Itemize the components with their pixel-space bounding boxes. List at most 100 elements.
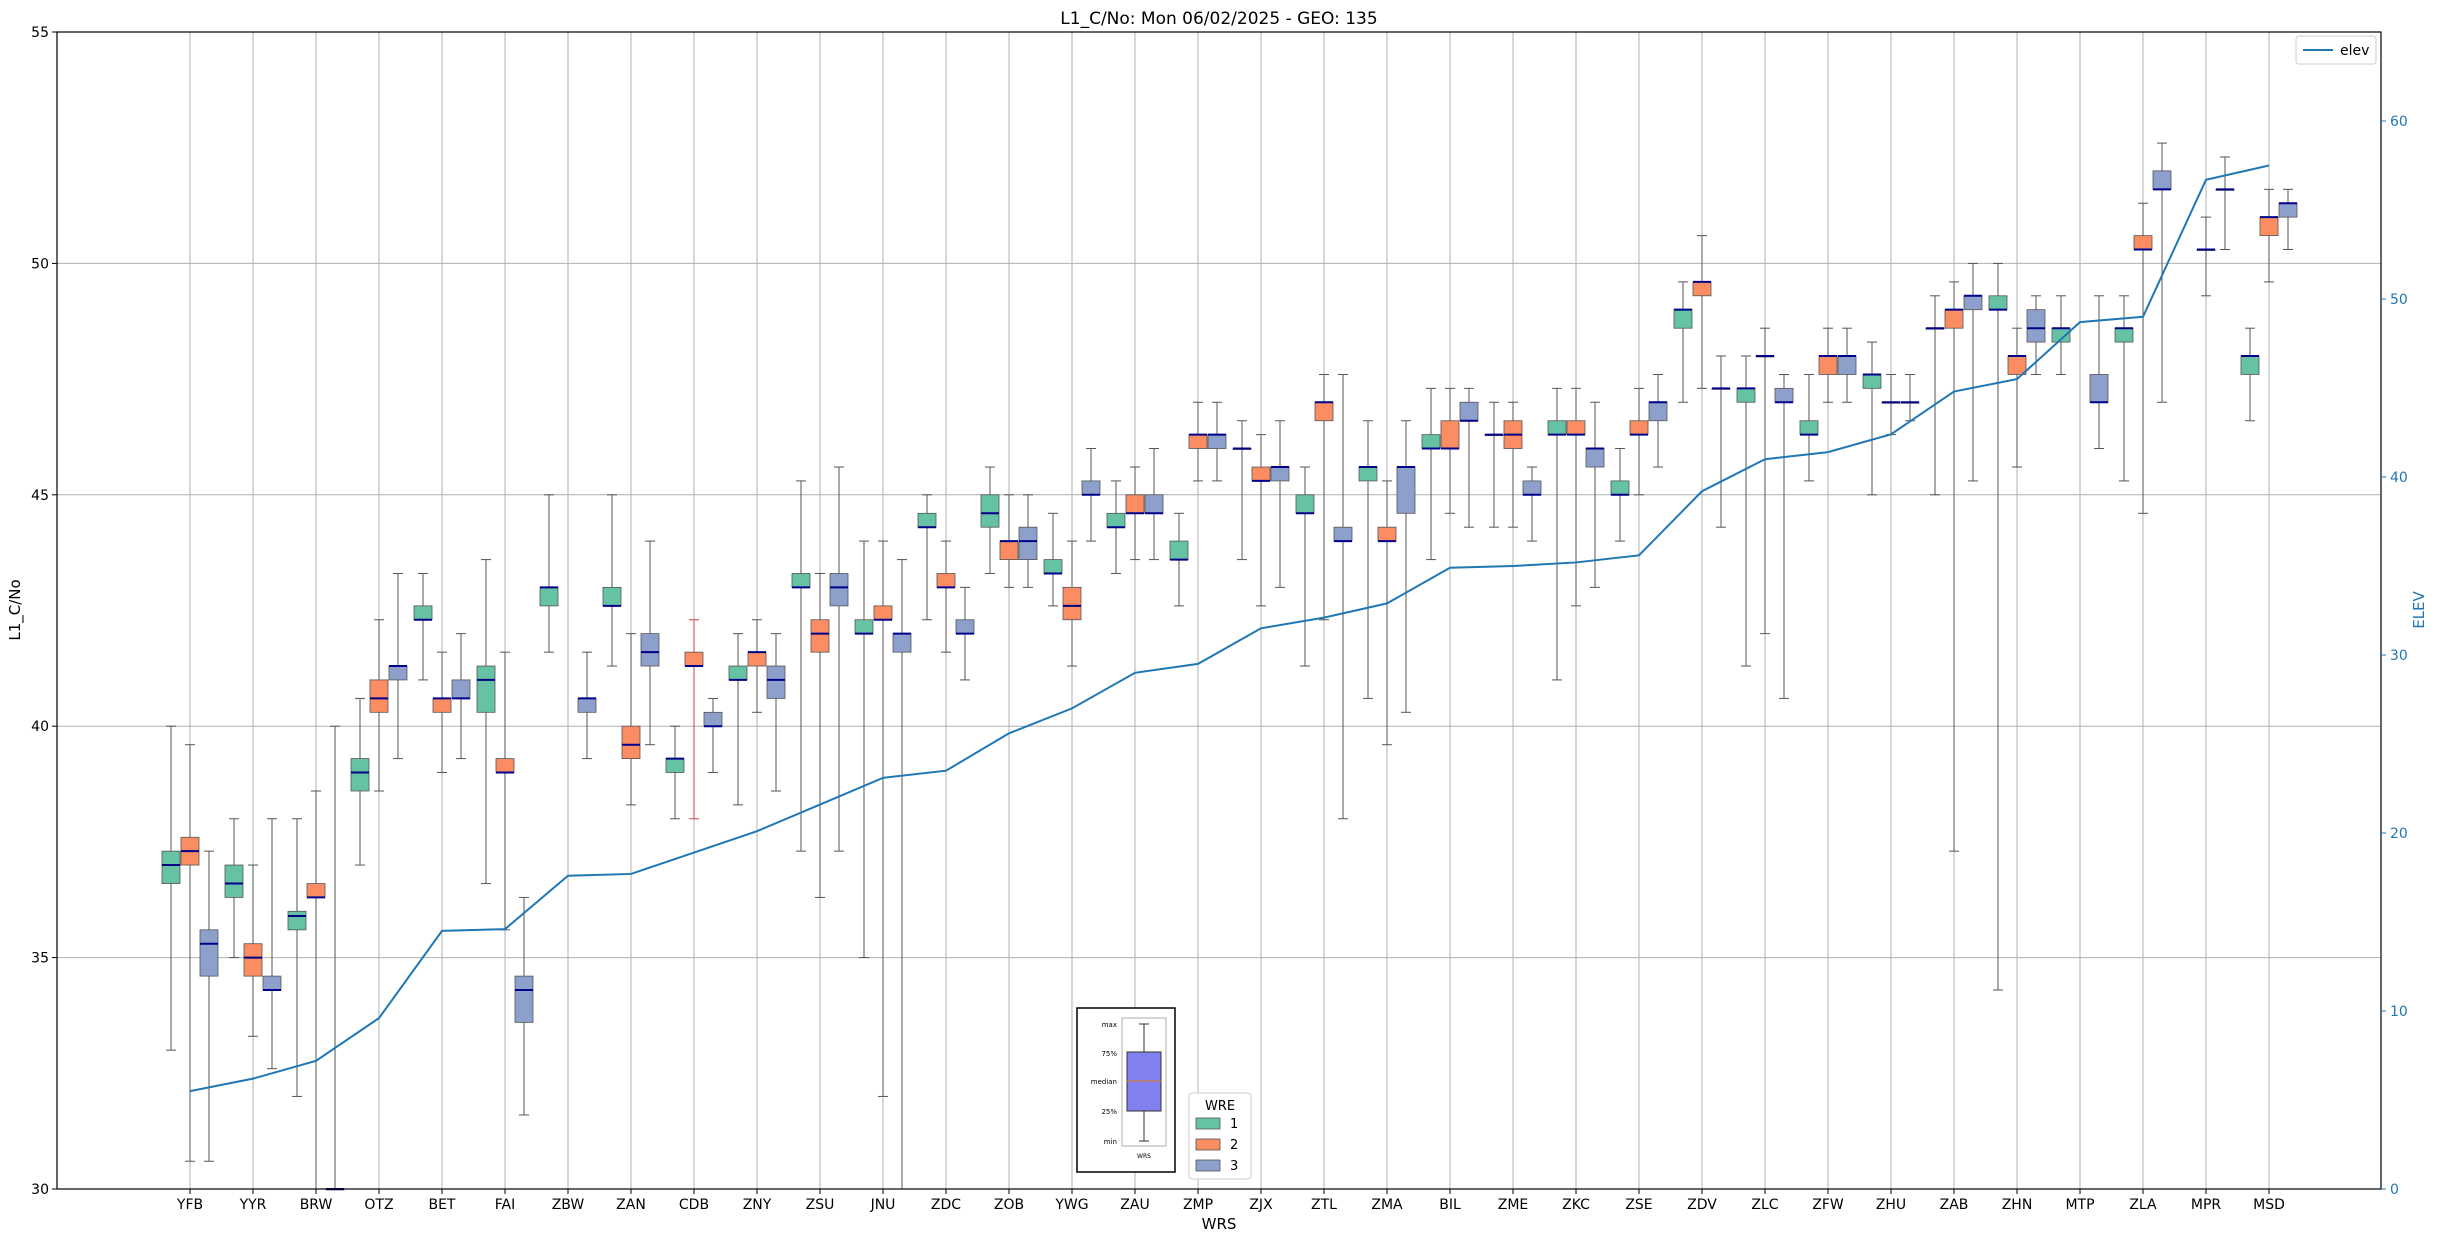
box-wre2-bet: [432, 651, 452, 773]
elev-legend: elev: [2295, 35, 2377, 65]
iqr-box: [640, 633, 660, 667]
x-tick-label: ZTL: [1311, 1197, 1337, 1213]
iqr-box: [514, 975, 534, 1023]
iqr-box: [1018, 526, 1038, 560]
box-wre3-zhu: [1900, 373, 1920, 422]
box-wre2-zme: [1503, 401, 1523, 528]
box-wre1-zkc: [1547, 387, 1567, 681]
iqr-box: [854, 619, 874, 635]
iqr-box: [476, 665, 496, 713]
iqr-box: [917, 512, 937, 528]
box-groups: [161, 142, 2298, 1191]
box-wre3-zse: [1648, 373, 1668, 468]
box-wre2-yyr: [243, 864, 263, 1037]
box-wre1-zse: [1610, 448, 1630, 542]
x-tick-label: ZDC: [931, 1197, 961, 1213]
iqr-box: [1963, 295, 1983, 311]
box-wre2-bil: [1440, 387, 1460, 514]
box-wre3-zjx: [1270, 420, 1290, 588]
iqr-box: [810, 619, 830, 653]
inset-label-median: median: [1091, 1078, 1117, 1086]
iqr-box: [539, 586, 559, 607]
iqr-box: [665, 758, 685, 773]
wre-legend-frame: [1188, 1092, 1252, 1180]
x-tick-label: MSD: [2253, 1197, 2285, 1213]
box-wre3-zsu: [829, 466, 849, 852]
iqr-box: [2007, 355, 2027, 375]
box-wre1-zab: [1925, 295, 1945, 496]
y2-tick-label: 40: [2390, 470, 2408, 486]
x-tick-label: JNU: [870, 1197, 896, 1213]
iqr-box: [1774, 387, 1794, 403]
box-wre2-zjx: [1251, 434, 1271, 607]
iqr-box: [1988, 295, 2008, 311]
y2-axis-ticks: 0 10 20 30 40 50 60: [2381, 114, 2408, 1198]
iqr-box: [243, 943, 263, 977]
box-wre1-zbw: [539, 494, 559, 653]
box-wre1-zau: [1106, 480, 1126, 574]
elev-legend-label: elev: [2340, 43, 2369, 59]
x-tick-label: ZAU: [1120, 1197, 1149, 1213]
box-wre3-zmp: [1207, 401, 1227, 482]
iqr-box: [2152, 170, 2172, 190]
box-wre3-zab: [1963, 262, 1983, 482]
iqr-box: [955, 619, 975, 635]
iqr-box: [1547, 420, 1567, 436]
y-tick-label: 50: [31, 256, 49, 272]
iqr-box: [306, 883, 326, 898]
iqr-box: [1169, 540, 1189, 560]
iqr-box: [980, 494, 1000, 528]
box-wre2-zmp: [1188, 401, 1208, 482]
iqr-box: [2278, 202, 2298, 218]
x-tick-label: ZAN: [616, 1197, 646, 1213]
iqr-box: [2259, 216, 2279, 237]
x-tick-label: ZDV: [1687, 1197, 1717, 1213]
box-wre2-otz: [369, 619, 389, 792]
iqr-box: [2240, 355, 2260, 375]
iqr-box: [2114, 327, 2134, 343]
box-wre2-yfb: [180, 744, 200, 1162]
elev-line-group: [189, 164, 2270, 1093]
x-tick-label: ZNY: [743, 1197, 772, 1213]
box-wre1-zdv: [1673, 281, 1693, 403]
box-wre1-zsu: [791, 480, 811, 852]
box-wre3-zla: [2152, 142, 2172, 403]
iqr-box: [1837, 355, 1857, 375]
box-wre3-bet: [451, 633, 471, 760]
x-tick-label: ZSE: [1625, 1197, 1652, 1213]
x-tick-label: YWG: [1054, 1197, 1088, 1213]
wre-legend-swatch-2: [1195, 1138, 1221, 1151]
wre-legend-label-3: 3: [1230, 1159, 1238, 1174]
box-wre2-zob: [999, 494, 1019, 588]
iqr-box: [224, 864, 244, 898]
iqr-box: [1799, 420, 1819, 436]
box-wre3-cdb: [703, 697, 723, 773]
iqr-box: [791, 573, 811, 588]
iqr-box: [1862, 374, 1882, 389]
iqr-box: [1207, 434, 1227, 449]
iqr-box: [1566, 420, 1586, 436]
box-wre2-cdb: [684, 619, 704, 820]
x-tick-label: ZBW: [552, 1197, 585, 1213]
box-wre2-ztl: [1314, 373, 1334, 621]
box-wre2-zsu: [810, 572, 830, 898]
iqr-box: [1585, 448, 1605, 468]
box-wre1-zob: [980, 466, 1000, 574]
y-tick-label: 55: [31, 25, 49, 41]
y2-axis-label: ELEV: [2410, 590, 2428, 628]
box-wre1-ywg: [1043, 512, 1063, 607]
box-wre1-yfb: [161, 725, 181, 1051]
iqr-box: [577, 698, 597, 713]
iqr-box: [451, 679, 471, 699]
box-wre3-zma: [1396, 420, 1416, 713]
box-wre3-msd: [2278, 188, 2298, 251]
x-tick-label: YYR: [239, 1197, 267, 1213]
y-tick-label: 35: [31, 951, 49, 967]
wre-legend-label-1: 1: [1230, 1117, 1238, 1132]
box-wre1-zjx: [1232, 420, 1252, 561]
box-wre1-zfw: [1799, 373, 1819, 482]
y2-tick-label: 20: [2390, 826, 2408, 842]
box-wre2-mpr: [2196, 216, 2216, 297]
x-tick-label: ZHN: [2002, 1197, 2033, 1213]
